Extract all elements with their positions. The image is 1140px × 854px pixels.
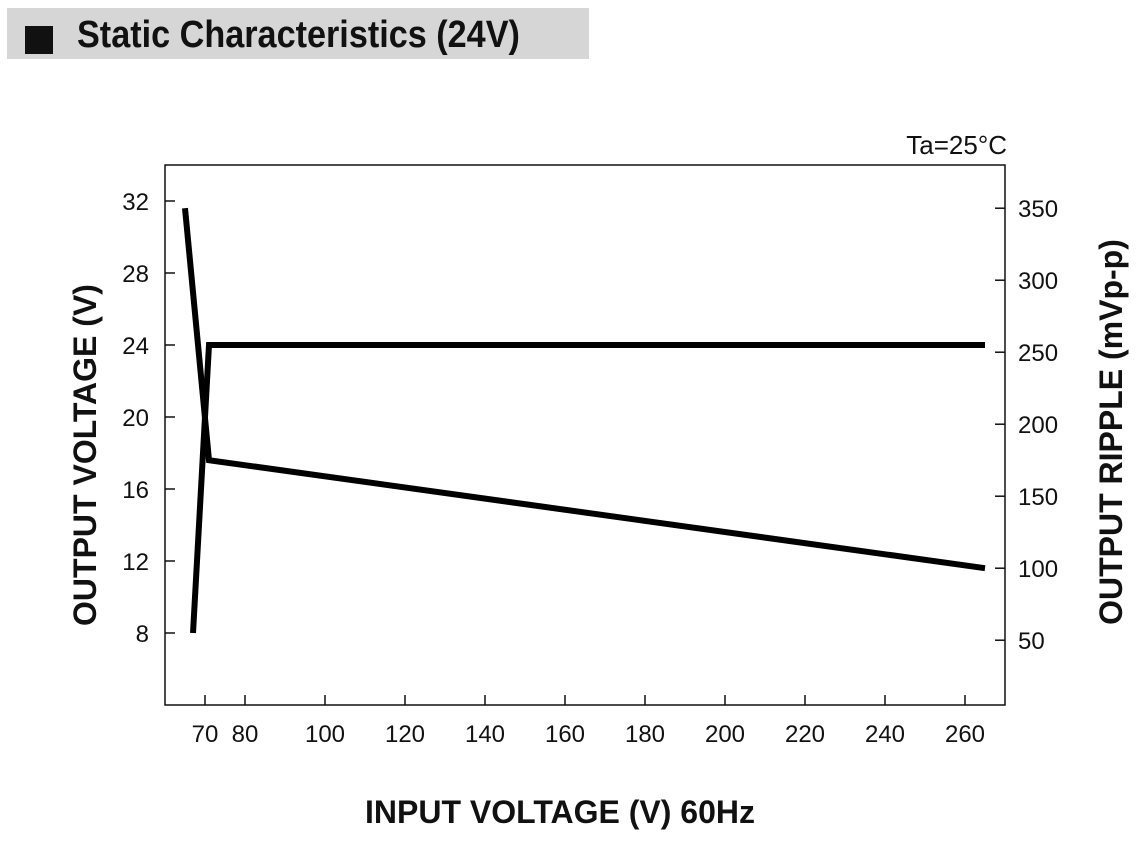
y-right-tick-label: 300 bbox=[1018, 268, 1058, 295]
y-left-tick-label: 28 bbox=[122, 261, 149, 288]
x-axis-label: INPUT VOLTAGE (V) 60Hz bbox=[365, 794, 755, 830]
temperature-annotation: Ta=25°C bbox=[906, 130, 1007, 160]
x-tick-label: 140 bbox=[465, 721, 505, 748]
y-left-axis-label: OUTPUT VOLTAGE (V) bbox=[67, 284, 103, 626]
x-tick-label: 160 bbox=[545, 721, 585, 748]
x-tick-label: 180 bbox=[625, 721, 665, 748]
title-bar: Static Characteristics (24V) bbox=[7, 8, 589, 59]
series-lines bbox=[182, 207, 986, 634]
title-square-icon bbox=[25, 26, 53, 54]
y-left-tick-label: 24 bbox=[122, 333, 149, 360]
y-right-tick-label: 50 bbox=[1018, 628, 1045, 655]
y-left-tick-label: 16 bbox=[122, 477, 149, 504]
x-tick-label: 120 bbox=[385, 721, 425, 748]
y-right-axis-ticks: 50 100 150 200 250 300 350 bbox=[995, 196, 1058, 655]
y-right-axis-label: OUTPUT RIPPLE (mVp-p) bbox=[1093, 239, 1129, 625]
y-left-axis-ticks: 8 12 16 20 24 28 32 bbox=[122, 189, 175, 648]
y-right-tick-label: 150 bbox=[1018, 484, 1058, 511]
x-axis-ticks: 70 80 100 120 140 160 180 200 220 240 260 bbox=[192, 695, 985, 748]
x-tick-label: 200 bbox=[705, 721, 745, 748]
x-tick-label: 100 bbox=[305, 721, 345, 748]
x-tick-label: 80 bbox=[232, 721, 259, 748]
x-tick-label: 260 bbox=[945, 721, 985, 748]
y-right-tick-label: 350 bbox=[1018, 196, 1058, 223]
output-ripple-line bbox=[182, 207, 986, 572]
plot-frame bbox=[164, 164, 1006, 706]
y-left-tick-label: 12 bbox=[122, 549, 149, 576]
y-right-tick-label: 200 bbox=[1018, 412, 1058, 439]
x-tick-label: 70 bbox=[192, 721, 219, 748]
page-title: Static Characteristics (24V) bbox=[77, 14, 520, 56]
y-left-tick-label: 32 bbox=[122, 189, 149, 216]
y-right-tick-label: 250 bbox=[1018, 340, 1058, 367]
y-left-tick-label: 8 bbox=[136, 621, 149, 648]
y-right-tick-label: 100 bbox=[1018, 556, 1058, 583]
x-tick-label: 240 bbox=[865, 721, 905, 748]
output-voltage-line bbox=[190, 342, 985, 634]
y-left-tick-label: 20 bbox=[122, 405, 149, 432]
x-tick-label: 220 bbox=[785, 721, 825, 748]
